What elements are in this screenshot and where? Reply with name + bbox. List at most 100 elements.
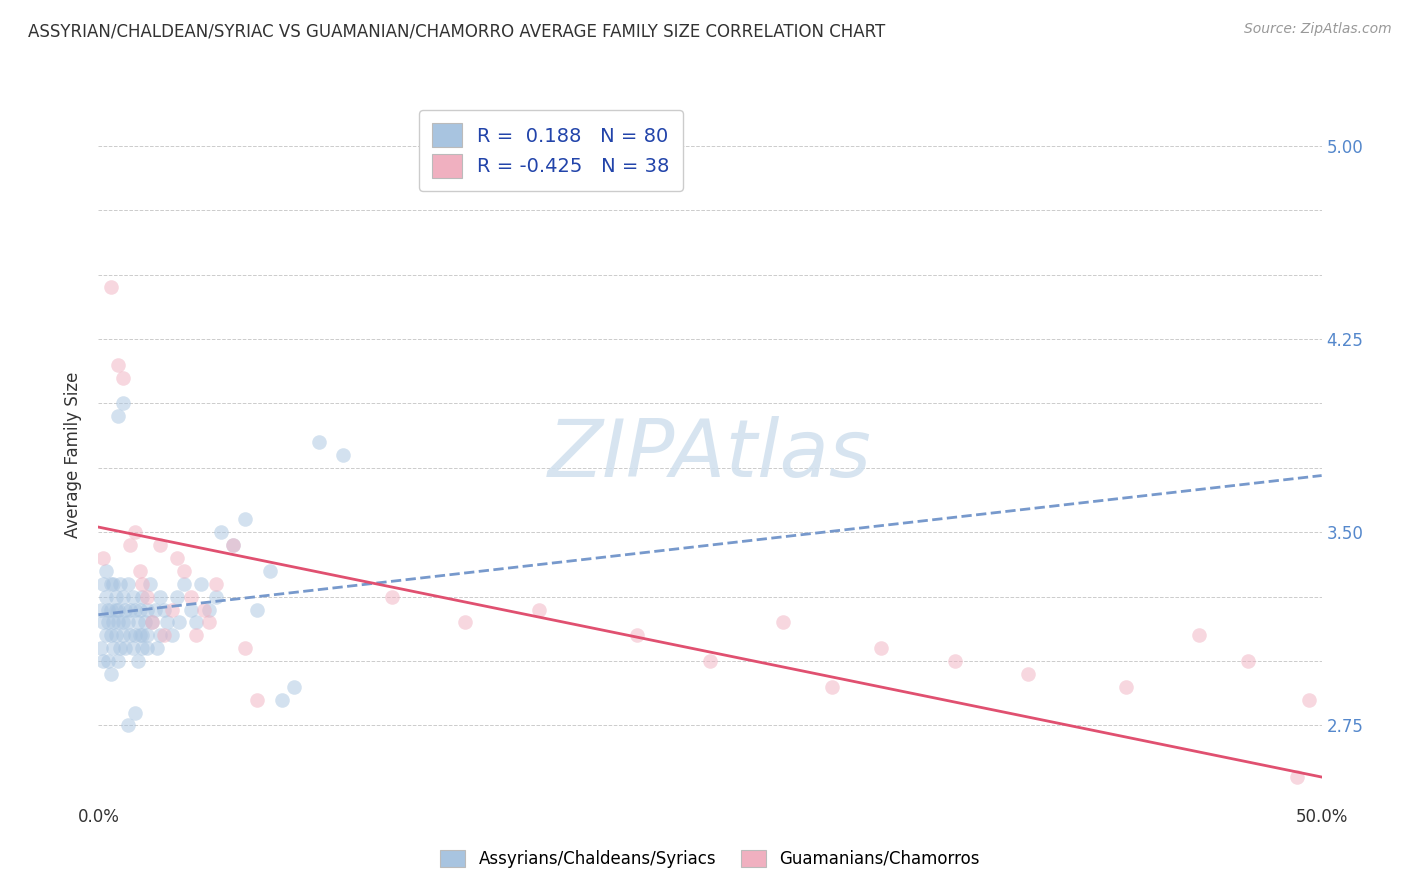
Point xyxy=(270,692,294,706)
Text: Source: ZipAtlas.com: Source: ZipAtlas.com xyxy=(1244,22,1392,37)
Point xyxy=(173,564,195,578)
Point xyxy=(104,602,127,616)
Point xyxy=(141,615,163,630)
Point xyxy=(160,628,183,642)
Point xyxy=(308,435,330,450)
Point xyxy=(246,692,269,706)
Point xyxy=(111,370,134,384)
Point xyxy=(626,628,648,642)
Point xyxy=(943,654,966,668)
Point xyxy=(209,525,232,540)
Point xyxy=(107,409,129,424)
Point xyxy=(166,551,188,566)
Point xyxy=(186,628,208,642)
Point xyxy=(107,602,129,616)
Legend: Assyrians/Chaldeans/Syriacs, Guamanians/Chamorros: Assyrians/Chaldeans/Syriacs, Guamanians/… xyxy=(433,843,987,874)
Point xyxy=(149,628,172,642)
Point xyxy=(193,602,215,616)
Point xyxy=(699,654,721,668)
Point xyxy=(94,590,117,604)
Point xyxy=(104,590,127,604)
Point xyxy=(127,615,149,630)
Point xyxy=(111,590,134,604)
Point xyxy=(1188,628,1211,642)
Point xyxy=(1115,680,1137,694)
Point xyxy=(100,280,122,294)
Point xyxy=(107,654,129,668)
Point xyxy=(111,396,134,410)
Point xyxy=(136,590,159,604)
Point xyxy=(114,602,136,616)
Point xyxy=(110,576,132,591)
Point xyxy=(131,576,153,591)
Point xyxy=(111,628,134,642)
Point xyxy=(100,576,122,591)
Point xyxy=(381,590,404,604)
Point xyxy=(1017,667,1039,681)
Point xyxy=(91,654,114,668)
Point xyxy=(94,628,117,642)
Point xyxy=(121,590,143,604)
Text: ZIPAtlas: ZIPAtlas xyxy=(548,416,872,494)
Point xyxy=(153,602,176,616)
Y-axis label: Average Family Size: Average Family Size xyxy=(65,372,83,538)
Point xyxy=(124,706,146,720)
Point xyxy=(156,615,179,630)
Point xyxy=(454,615,477,630)
Point xyxy=(127,654,149,668)
Point xyxy=(197,615,219,630)
Point xyxy=(131,628,153,642)
Point xyxy=(821,680,844,694)
Point xyxy=(205,576,228,591)
Point xyxy=(124,525,146,540)
Point xyxy=(114,641,136,656)
Point xyxy=(136,628,159,642)
Point xyxy=(870,641,893,656)
Point xyxy=(101,615,124,630)
Point xyxy=(149,538,172,552)
Point xyxy=(129,628,152,642)
Point xyxy=(120,538,142,552)
Point xyxy=(153,628,176,642)
Point xyxy=(90,641,112,656)
Point xyxy=(111,615,134,630)
Point xyxy=(246,602,269,616)
Point xyxy=(173,576,195,591)
Point xyxy=(1286,770,1309,784)
Point xyxy=(100,628,122,642)
Point xyxy=(222,538,245,552)
Point xyxy=(131,641,153,656)
Point xyxy=(527,602,550,616)
Point xyxy=(120,628,142,642)
Point xyxy=(131,590,153,604)
Point xyxy=(136,602,159,616)
Point xyxy=(124,628,146,642)
Point xyxy=(149,590,172,604)
Point xyxy=(136,641,159,656)
Point xyxy=(101,641,124,656)
Point xyxy=(101,576,124,591)
Point xyxy=(134,615,156,630)
Point xyxy=(117,615,139,630)
Point xyxy=(222,538,245,552)
Point xyxy=(91,576,114,591)
Point xyxy=(91,551,114,566)
Point xyxy=(186,615,208,630)
Point xyxy=(117,576,139,591)
Point xyxy=(121,641,143,656)
Point xyxy=(167,615,190,630)
Point xyxy=(107,358,129,372)
Point xyxy=(332,448,354,462)
Point xyxy=(233,512,256,526)
Point xyxy=(120,602,142,616)
Point xyxy=(1298,692,1320,706)
Point xyxy=(91,615,114,630)
Point xyxy=(97,615,120,630)
Point xyxy=(233,641,256,656)
Point xyxy=(90,602,112,616)
Point xyxy=(143,602,166,616)
Point xyxy=(107,615,129,630)
Point xyxy=(129,564,152,578)
Point xyxy=(94,564,117,578)
Point xyxy=(104,628,127,642)
